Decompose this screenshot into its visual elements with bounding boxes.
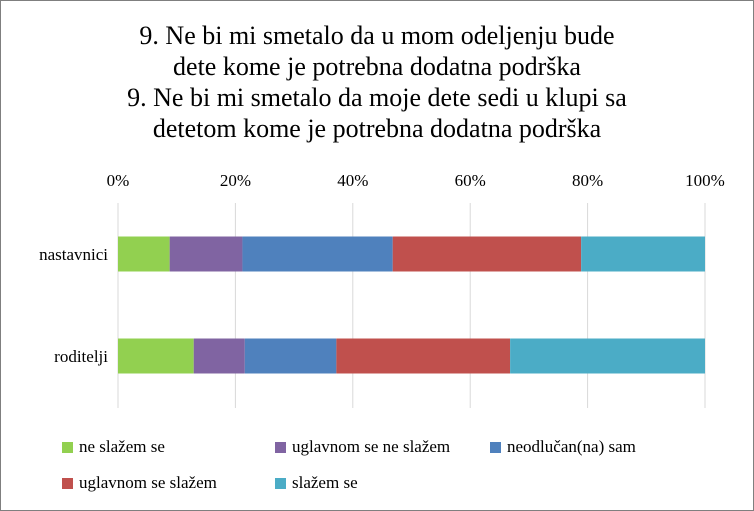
x-tick-label: 40% [337,171,368,190]
category-label: nastavnici [39,245,108,264]
x-tick-label: 20% [220,171,251,190]
bar-segment [193,338,245,374]
bar-segment [169,236,243,272]
bar-segment [392,236,582,272]
bar-segment [581,236,705,272]
chart-title: 9. Ne bi mi smetalo da u mom odeljenju b… [0,20,754,144]
bar-segment [118,338,194,374]
x-tick-label: 0% [107,171,130,190]
x-tick-label: 60% [455,171,486,190]
title-line-4: detetom kome je potrebna dodatna podrška [152,114,602,143]
bar-segment [510,338,705,374]
title-line-3: 9. Ne bi mi smetalo da moje dete sedi u … [127,83,627,112]
bar-segment [244,338,337,374]
x-tick-label: 80% [572,171,603,190]
bar-segment [336,338,511,374]
category-label: roditelji [54,347,108,366]
bar-segment [118,236,170,272]
x-tick-label: 100% [685,171,725,190]
title-line-1: 9. Ne bi mi smetalo da u mom odeljenju b… [139,21,615,50]
bar-segment [242,236,393,272]
title-line-2: dete kome je potrebna dodatna podrška [173,52,581,81]
